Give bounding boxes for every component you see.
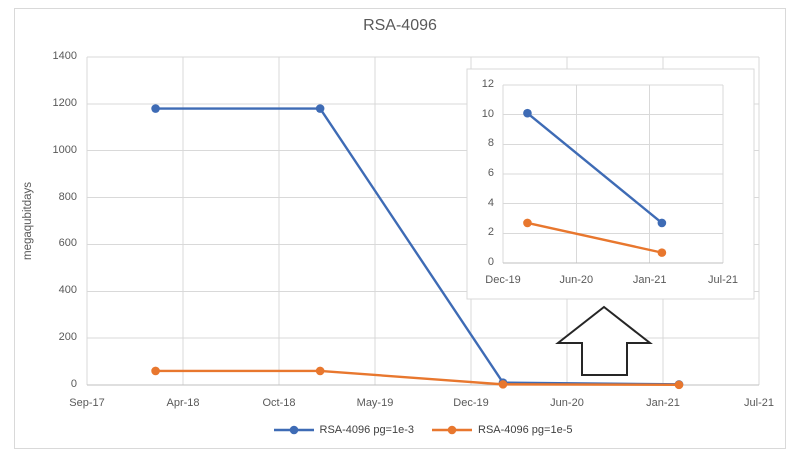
y-tick-label: 1400 [52, 50, 77, 62]
y-tick-label: 1200 [52, 96, 77, 109]
y-tick-label: 1000 [52, 143, 77, 156]
x-tick-label: Sep-17 [69, 397, 105, 409]
legend: RSA-4096 pg=1e-3 RSA-4096 pg=1e-5 [87, 424, 759, 436]
inset-panel [466, 68, 755, 300]
inset-y-tick-label: 12 [481, 78, 494, 90]
zoom-arrow-icon [555, 305, 653, 376]
inset-series-line [527, 221, 663, 254]
inset-series-line [526, 112, 663, 224]
legend-label: RSA-4096 pg=1e-5 [478, 424, 573, 436]
inset-y-tick-label: 10 [481, 107, 494, 120]
x-tick-label: Jan-21 [646, 397, 680, 409]
inset-series-marker [657, 248, 667, 257]
inset-y-tick-label: 6 [487, 167, 494, 179]
y-tick-label: 400 [58, 284, 77, 297]
inset-series-marker [523, 108, 532, 118]
x-tick-label: May-19 [356, 397, 394, 409]
inset-series-marker [523, 218, 532, 228]
inset-y-tick-label: 4 [487, 196, 494, 209]
inset-x-tick-label: Jun-20 [559, 274, 594, 286]
series-marker [674, 380, 684, 390]
x-tick-label: Oct-18 [262, 397, 296, 409]
series-marker [315, 366, 325, 376]
series-marker [315, 104, 325, 113]
legend-item: RSA-4096 pg=1e-5 [432, 424, 572, 436]
chart-title: RSA-4096 [363, 17, 437, 34]
x-tick-label: Apr-18 [166, 397, 200, 409]
legend-line-marker-icon [432, 425, 472, 435]
series-line [155, 369, 680, 387]
legend-label: RSA-4096 pg=1e-3 [319, 424, 414, 436]
series-marker [498, 380, 508, 389]
inset-y-tick-label: 0 [487, 256, 494, 268]
y-tick-label: 200 [58, 331, 77, 344]
inset-x-tick-label: Dec-19 [485, 274, 521, 286]
series-marker [151, 366, 160, 376]
inset-y-tick-label: 2 [487, 226, 494, 239]
inset-series-marker [657, 218, 667, 228]
x-tick-label: Jul-21 [744, 397, 774, 409]
inset-x-tick-label: Jul-21 [708, 274, 738, 286]
legend-line-marker-icon [273, 425, 314, 435]
y-tick-label: 0 [70, 378, 77, 390]
series-marker [151, 104, 160, 113]
legend-item: RSA-4096 pg=1e-3 [273, 424, 414, 436]
inset-y-tick-label: 8 [487, 137, 494, 150]
x-tick-label: Dec-19 [453, 397, 489, 409]
x-tick-label: Jun-20 [550, 397, 584, 409]
y-tick-label: 600 [58, 237, 77, 250]
inset-x-tick-label: Jan-21 [632, 274, 667, 286]
y-tick-label: 800 [58, 190, 77, 203]
